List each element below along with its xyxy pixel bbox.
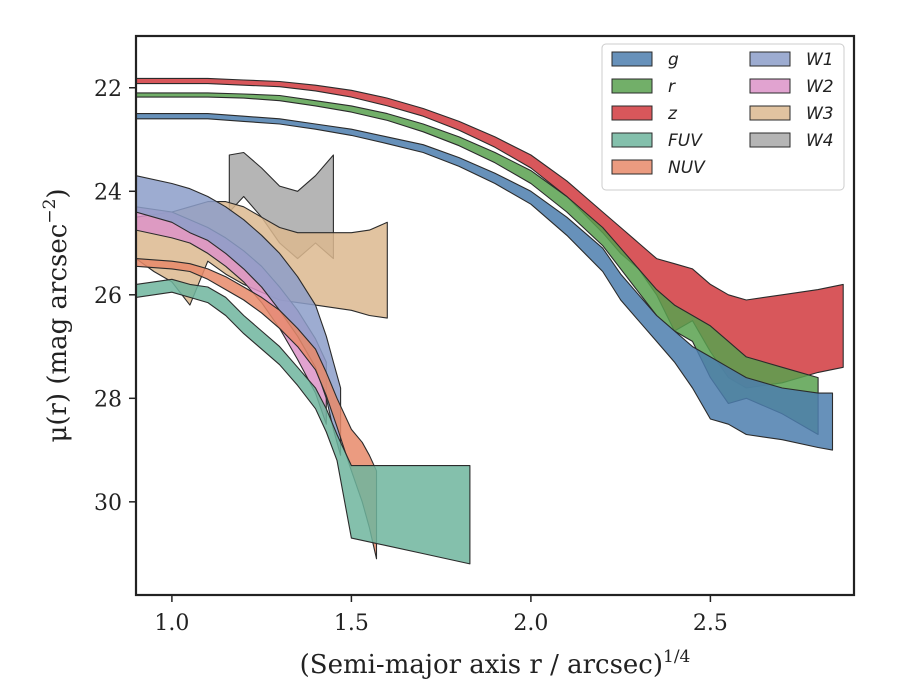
- legend-swatch: [749, 105, 791, 121]
- series-area-g: [136, 113, 834, 451]
- legend-label: W1: [806, 50, 834, 70]
- legend-label: z: [667, 104, 678, 124]
- legend-label: g: [668, 50, 679, 70]
- y-tick-label: 22: [94, 77, 122, 102]
- legend-swatch: [749, 51, 791, 67]
- x-tick-label: 1.0: [154, 611, 189, 636]
- legend-label: FUV: [668, 131, 703, 151]
- legend-item-w3: W3: [749, 104, 834, 124]
- y-axis-label-text: μ(r) (mag arcsec: [43, 224, 73, 443]
- legend-item-nuv: NUV: [611, 158, 706, 178]
- series-areas: [136, 77, 844, 565]
- legend-swatch: [749, 132, 791, 148]
- legend-swatch: [611, 78, 653, 94]
- legend: grz FUV NUV W1 W2 W3 W4: [601, 43, 845, 191]
- legend-swatch: [611, 159, 653, 175]
- legend-label: r: [668, 77, 676, 97]
- x-tick-label: 2.5: [693, 611, 728, 636]
- legend-swatch: [611, 51, 653, 67]
- y-tick-label: 24: [94, 180, 122, 205]
- y-axis-label-exponent: −2: [40, 199, 60, 224]
- legend-item-w2: W2: [749, 77, 834, 97]
- legend-item-g: g: [611, 50, 679, 70]
- legend-label: NUV: [668, 158, 706, 178]
- axes-frame: [134, 34, 856, 597]
- legend-item-fuv: FUV: [611, 131, 703, 151]
- series-area-nuv: [136, 258, 378, 560]
- x-tick-label: 1.5: [334, 611, 369, 636]
- x-axis-label-exponent: 1/4: [663, 647, 690, 667]
- legend-swatch: [749, 78, 791, 94]
- y-tick-label: 26: [94, 284, 122, 309]
- legend-swatch: [611, 132, 653, 148]
- legend-swatch: [611, 105, 653, 121]
- y-axis-label: μ(r) (mag arcsec−2): [40, 188, 73, 442]
- y-tick-label: 28: [94, 387, 122, 412]
- y-axis-ticks: 22 24 26 28 30: [94, 77, 136, 516]
- legend-item-w4: W4: [749, 131, 834, 151]
- y-axis-label-close: ): [43, 188, 73, 198]
- legend-label: W2: [806, 77, 834, 97]
- legend-label: W4: [806, 131, 834, 151]
- x-tick-label: 2.0: [513, 611, 548, 636]
- x-axis-ticks: 1.0 1.5 2.0 2.5: [154, 595, 728, 636]
- legend-label: W3: [806, 104, 834, 124]
- plot-border: [134, 34, 856, 597]
- x-axis-label: (Semi-major axis r / arcsec)1/4: [300, 647, 691, 680]
- legend-item-r: r: [611, 77, 676, 97]
- legend-item-w1: W1: [749, 50, 834, 70]
- legend-item-z: z: [611, 104, 678, 124]
- x-axis-label-text: (Semi-major axis r / arcsec): [300, 650, 663, 680]
- series-area-fuv: [136, 278, 471, 565]
- y-tick-label: 30: [94, 491, 122, 516]
